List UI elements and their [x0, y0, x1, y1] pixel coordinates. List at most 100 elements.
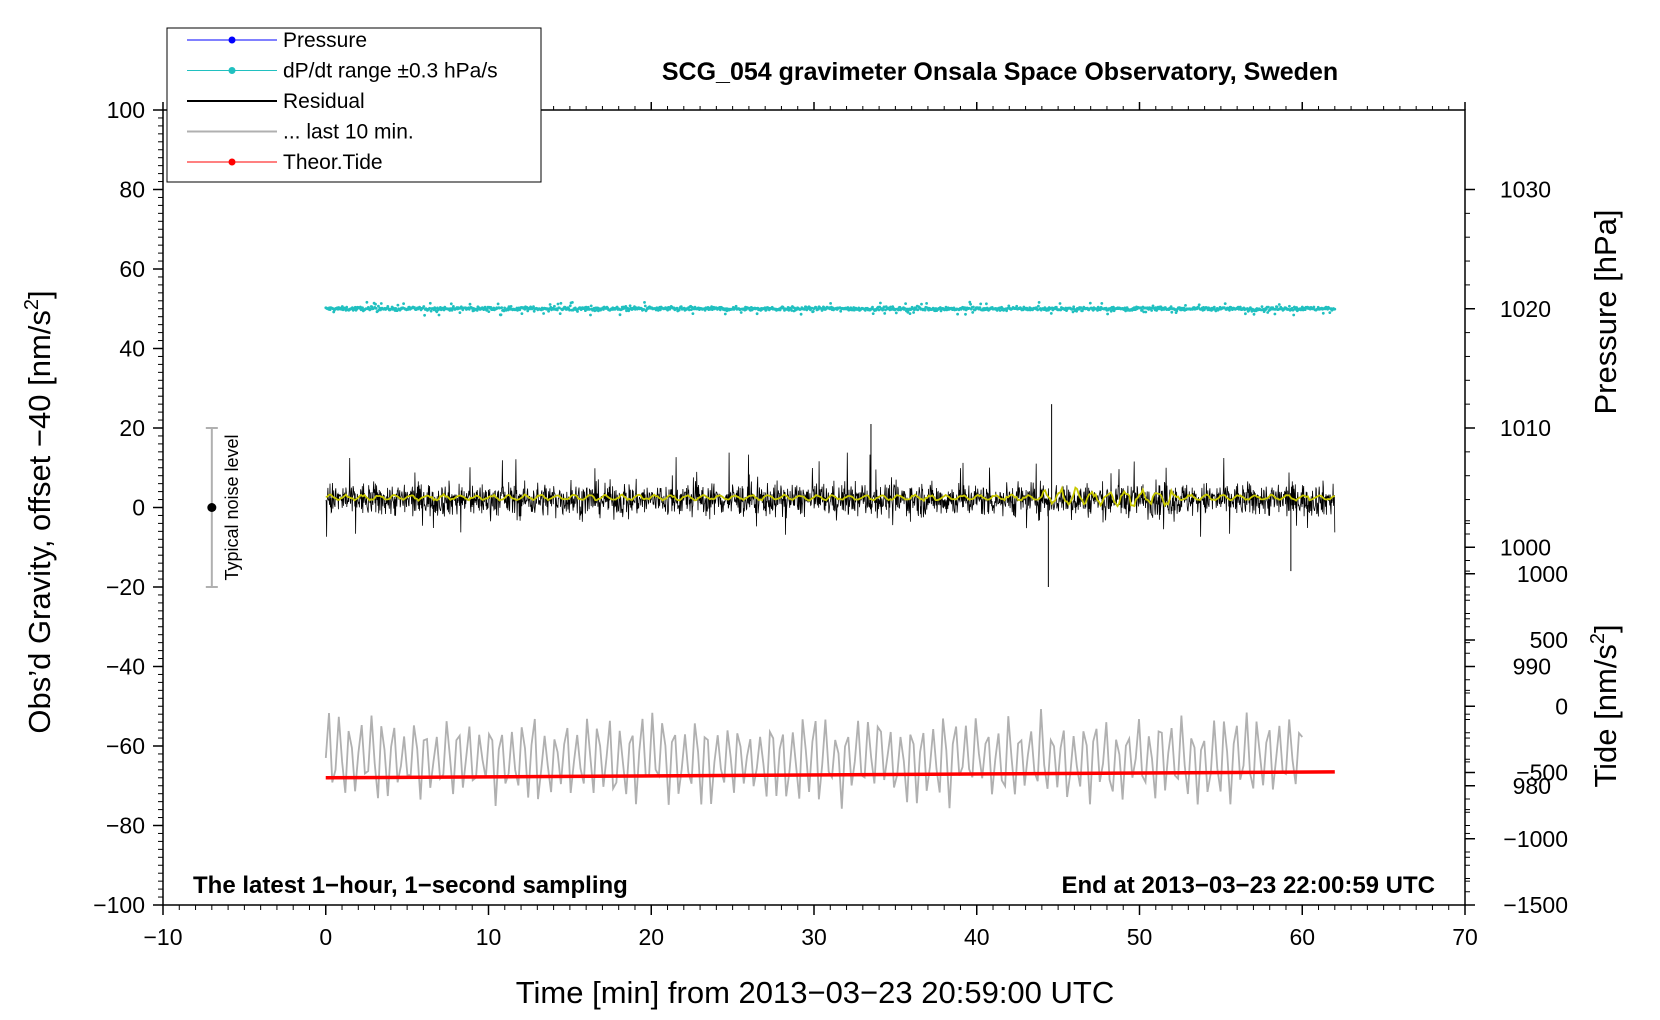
legend-items: Pressure dP/dt range ±0.3 hPa/s Residual..… — [187, 29, 498, 174]
legend-marker — [228, 36, 236, 44]
dpdt-point — [897, 308, 900, 312]
dpdt-point — [883, 312, 887, 315]
legend-marker — [228, 158, 236, 166]
dpdt-point — [458, 311, 462, 314]
dpdt-point — [532, 309, 536, 313]
dpdt-point — [509, 305, 513, 308]
dpdt-point — [499, 313, 503, 317]
dpdt-point — [1238, 305, 1242, 309]
dpdt-point — [618, 313, 622, 317]
dpdt-point — [1104, 306, 1108, 310]
dpdt-point — [968, 300, 972, 304]
x-axis-label: Time [min] from 2013−03−23 20:59:00 UTC — [516, 975, 1115, 1010]
tide-tick-label: −500 — [1516, 760, 1568, 786]
dpdt-point — [829, 302, 832, 305]
dpdt-point — [739, 311, 743, 314]
dpdt-point — [799, 312, 803, 316]
dpdt-point — [971, 311, 975, 314]
x-tick-label: 60 — [1289, 924, 1315, 950]
dpdt-point — [568, 304, 572, 308]
pressure-tick-label: 990 — [1513, 654, 1551, 680]
dpdt-point — [656, 309, 660, 312]
annotation-right: End at 2013−03−23 22:00:59 UTC — [1061, 872, 1435, 899]
dpdt-point — [1099, 308, 1102, 312]
dpdt-point — [1312, 305, 1316, 309]
dpdt-point — [394, 307, 398, 310]
dpdt-point — [1100, 302, 1104, 305]
dpdt-point — [666, 308, 669, 312]
dpdt-point — [1140, 308, 1144, 311]
dpdt-point — [374, 302, 377, 306]
dpdt-point — [1037, 304, 1040, 308]
legend-marker — [228, 67, 236, 74]
dpdt-point — [1071, 310, 1075, 314]
dpdt-point — [1264, 307, 1268, 311]
dpdt-point — [944, 305, 948, 309]
tide-tick-label: 500 — [1530, 627, 1568, 653]
dpdt-point — [542, 312, 545, 315]
dpdt-point — [1267, 305, 1270, 309]
pressure-tick-label: 980 — [1513, 773, 1551, 799]
dpdt-point — [487, 310, 491, 313]
dpdt-point — [1328, 311, 1332, 314]
x-tick-label: 30 — [801, 924, 827, 950]
dpdt-point — [1244, 312, 1247, 316]
chart-title: SCG_054 gravimeter Onsala Space Observat… — [662, 58, 1338, 86]
text-layer: SCG_054 gravimeter Onsala Space Observat… — [21, 58, 1623, 1010]
dpdt-point — [677, 308, 681, 312]
dpdt-point — [925, 302, 928, 305]
series-layer — [324, 300, 1337, 809]
dpdt-point — [526, 309, 530, 313]
dpdt-point — [406, 308, 410, 311]
dpdt-point — [810, 306, 814, 310]
dpdt-point — [437, 313, 441, 317]
dpdt-point — [882, 305, 886, 309]
x-tick-label: 40 — [964, 924, 990, 950]
dpdt-point — [1079, 306, 1083, 309]
pressure-tick-label: 1000 — [1500, 534, 1551, 560]
tide-axis-label-sup: 2 — [1587, 633, 1609, 644]
dpdt-point — [1291, 308, 1295, 312]
series-dpdt-range — [324, 300, 1337, 317]
dpdt-point — [967, 306, 971, 310]
dpdt-point — [396, 303, 400, 307]
tide-axis-label-end: ] — [1588, 624, 1623, 633]
dpdt-point — [589, 313, 592, 317]
dpdt-point — [889, 305, 892, 309]
series-last-10-min — [324, 708, 1303, 809]
dpdt-point — [642, 308, 646, 311]
dpdt-point — [969, 302, 972, 306]
dpdt-point — [963, 306, 967, 310]
dpdt-point — [920, 302, 923, 306]
legend-label: dP/dt range ±0.3 hPa/s — [283, 60, 498, 83]
dpdt-point — [571, 301, 574, 304]
y-tick-label: 40 — [119, 336, 145, 362]
dpdt-point — [956, 312, 959, 316]
dpdt-point — [559, 301, 563, 305]
dpdt-point — [369, 307, 372, 311]
dpdt-point — [871, 312, 875, 315]
dpdt-point — [377, 304, 380, 308]
dpdt-point — [979, 302, 983, 306]
dpdt-point — [690, 308, 693, 311]
dpdt-point — [1266, 311, 1270, 314]
dpdt-point — [1070, 307, 1074, 311]
dpdt-point — [755, 312, 759, 316]
dpdt-point — [912, 311, 915, 314]
pressure-axis-label: Pressure [hPa] — [1588, 209, 1623, 414]
dpdt-point — [972, 305, 975, 309]
dpdt-point — [498, 306, 501, 310]
dpdt-point — [558, 306, 561, 310]
y-tick-label: 60 — [119, 256, 145, 282]
y-axis-label-left: Obs’d Gravity, offset −40 [nm/s2] — [21, 290, 57, 733]
dpdt-point — [998, 309, 1002, 312]
dpdt-point — [588, 307, 592, 311]
dpdt-point — [555, 308, 559, 312]
axes-layer — [153, 102, 1475, 915]
tide-tick-label: −1000 — [1503, 826, 1568, 852]
dpdt-point — [1293, 305, 1296, 309]
y-tick-label: 80 — [119, 177, 145, 203]
dpdt-point — [1170, 310, 1174, 314]
dpdt-point — [643, 301, 646, 304]
